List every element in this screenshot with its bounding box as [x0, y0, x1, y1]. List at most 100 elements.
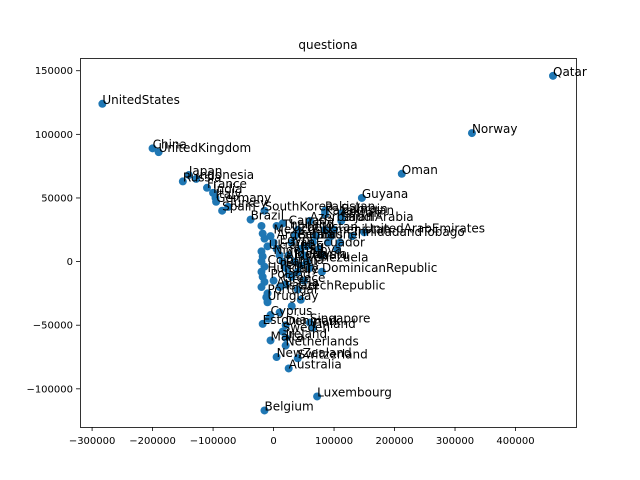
y-tick-label: −100000	[26, 384, 73, 395]
data-point-cluster-29	[311, 232, 320, 241]
data-point-ireland	[281, 333, 290, 342]
point-label-india: India	[213, 182, 242, 196]
point-label-nauru: Nauru	[313, 248, 349, 262]
point-label-italy: Italy	[215, 187, 241, 201]
point-label-turkey: Turkey	[227, 196, 267, 210]
data-point-belgium	[260, 406, 269, 415]
point-label-dominicanrepublic: DominicanRepublic	[322, 261, 437, 275]
data-point-spain	[218, 206, 227, 215]
data-point-sweden	[278, 327, 287, 336]
data-point-cluster-19	[281, 263, 290, 272]
data-point-unitedstates	[98, 99, 107, 108]
data-point-finland	[308, 323, 317, 332]
point-label-kazakhstan: Kazakhstan	[325, 204, 394, 218]
data-point-cluster-36	[333, 244, 342, 253]
data-point-turkey	[224, 202, 233, 211]
data-point-denmark	[281, 321, 290, 330]
point-label-malaysia: Malaysia	[295, 247, 347, 261]
data-point-luxembourg	[313, 392, 322, 401]
point-label-malta: Malta	[271, 329, 304, 343]
point-label-czechrepublic: CzechRepublic	[298, 279, 386, 293]
point-label-spain: Spain	[222, 200, 256, 214]
point-label-belarus: Belarus	[298, 228, 343, 242]
point-label-palau: Palau	[286, 254, 318, 268]
data-point-uruguay	[263, 295, 272, 304]
point-label-thailand: Thailand	[282, 218, 335, 232]
point-label-saudiarabia: SaudiArabia	[341, 210, 413, 224]
point-label-azerbaijan: Azerbaijan	[310, 210, 373, 224]
point-label-newzealand: NewZealand	[277, 346, 352, 360]
data-point-cluster-24	[296, 244, 305, 253]
data-point-cluster-47	[290, 257, 299, 266]
point-label-netherlands: Netherlands	[286, 335, 359, 349]
data-point-germany	[212, 197, 221, 206]
point-label-cyprus: Cyprus	[271, 304, 313, 318]
plot-frame	[80, 58, 577, 428]
point-label-peru: Peru	[280, 258, 307, 272]
point-label-luxembourg: Luxembourg	[317, 385, 392, 399]
point-label-qatar: Qatar	[553, 65, 587, 79]
point-label-chile: Chile	[289, 262, 319, 276]
data-point-cluster-41	[287, 272, 296, 281]
data-point-kazakhstan	[320, 210, 329, 219]
data-point-cluster-46	[284, 251, 293, 260]
data-point-dominicanrepublic	[317, 267, 326, 276]
x-tick-label: −200000	[129, 436, 176, 447]
data-point-cluster-42	[293, 267, 302, 276]
data-point-southkorea	[260, 206, 269, 215]
data-point-switzerland	[293, 354, 302, 363]
x-tick-label: 400000	[496, 436, 534, 447]
data-point-cluster-2	[260, 234, 269, 243]
point-label-estonia: Estonia	[263, 313, 307, 327]
data-point-france	[203, 183, 212, 192]
data-point-cluster-18	[278, 257, 287, 266]
data-point-cluster-32	[320, 225, 329, 234]
point-label-russia: Russia	[183, 170, 222, 184]
x-axis: −300000 −200000 −100000 0 100000 200000 300000…	[69, 427, 535, 447]
data-point-cluster-40	[281, 280, 290, 289]
data-point-cluster-51	[275, 308, 284, 317]
data-point-cluster-21	[287, 238, 296, 247]
labels-layer: CanadaMexicoArgentinaEgyptIranIraqNigeri…	[102, 65, 586, 414]
y-tick-label: 150000	[35, 66, 73, 77]
data-point-estonia	[258, 319, 267, 328]
data-point-cluster-27	[305, 263, 314, 272]
point-label-switzerland: Switzerland	[298, 347, 368, 361]
point-label-argentina: Argentina	[277, 228, 336, 242]
point-label-unitedarabemirates: UnitedArabEmirates	[364, 221, 485, 235]
point-label-turkmenistan: Turkmenistan	[309, 223, 391, 237]
point-label-ecuador: Ecuador	[316, 235, 365, 249]
data-point-cluster-45	[278, 219, 287, 228]
data-point-russia	[178, 177, 187, 186]
x-tick-label: 0	[270, 436, 276, 447]
point-label-iraq: Iraq	[301, 239, 324, 253]
data-point-cluster-23	[293, 225, 302, 234]
point-label-canada: Canada	[289, 214, 335, 228]
point-label-germany: Germany	[216, 191, 271, 205]
data-point-newzealand	[272, 353, 281, 362]
point-label-uzbekistan: Uzbekistan	[292, 220, 358, 234]
point-label-ireland: Ireland	[286, 327, 328, 341]
data-point-cluster-52	[287, 302, 296, 311]
point-label-hungary: Hungary	[268, 261, 319, 275]
data-point-norway	[467, 129, 476, 138]
data-point-malta	[266, 336, 275, 345]
data-point-cluster-3	[263, 242, 272, 251]
point-label-egypt: Egypt	[280, 233, 315, 247]
data-point-cluster-11	[257, 283, 266, 292]
data-point-cluster-49	[302, 242, 311, 251]
data-point-cluster-17	[275, 251, 284, 260]
data-point-cluster-43	[299, 276, 308, 285]
data-point-cluster-28	[308, 238, 317, 247]
point-label-unitedstates: UnitedStates	[102, 93, 179, 107]
data-point-cluster-30	[314, 244, 323, 253]
data-point-cyprus	[266, 311, 275, 320]
data-point-cluster-35	[330, 225, 339, 234]
point-label-singapore: Singapore	[310, 312, 371, 326]
point-label-brunei: Brunei	[322, 228, 361, 242]
point-label-mexico: Mexico	[274, 223, 316, 237]
point-label-kuwait: Kuwait	[341, 206, 381, 220]
x-tick-label: −100000	[190, 436, 237, 447]
data-point-unitedarabemirates	[360, 228, 369, 237]
